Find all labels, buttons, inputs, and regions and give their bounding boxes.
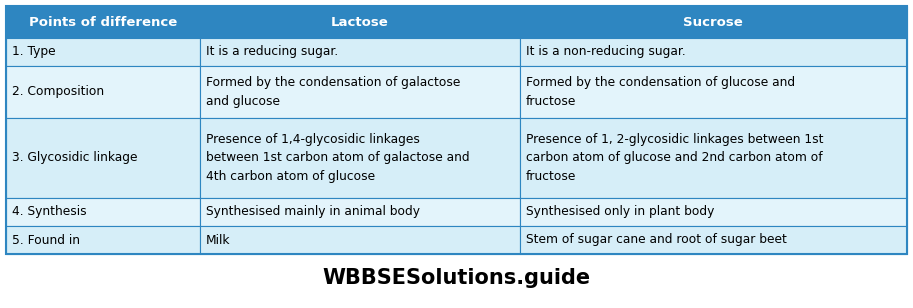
Bar (519, 38, 907, 66)
Text: Milk: Milk (205, 233, 230, 246)
Text: Formed by the condensation of galactose
and glucose: Formed by the condensation of galactose … (205, 76, 460, 108)
Bar (6, 118, 200, 198)
Text: Sucrose: Sucrose (684, 15, 743, 29)
Text: Stem of sugar cane and root of sugar beet: Stem of sugar cane and root of sugar bee… (526, 233, 786, 246)
Text: Formed by the condensation of glucose and
fructose: Formed by the condensation of glucose an… (526, 76, 794, 108)
Bar (519, 118, 907, 198)
Text: Presence of 1, 2-glycosidic linkages between 1st
carbon atom of glucose and 2nd : Presence of 1, 2-glycosidic linkages bet… (526, 133, 824, 183)
Text: It is a non-reducing sugar.: It is a non-reducing sugar. (526, 46, 686, 59)
Bar (6, 66, 200, 118)
Text: 5. Found in: 5. Found in (12, 233, 80, 246)
Bar (519, 66, 907, 118)
Bar (6, 6, 907, 254)
Text: Points of difference: Points of difference (28, 15, 177, 29)
Text: Synthesised mainly in animal body: Synthesised mainly in animal body (205, 205, 420, 218)
Bar (519, 226, 907, 254)
Bar (200, 198, 519, 226)
Text: Synthesised only in plant body: Synthesised only in plant body (526, 205, 714, 218)
Bar (519, 6, 907, 38)
Text: 1. Type: 1. Type (12, 46, 56, 59)
Bar (6, 38, 200, 66)
Bar (200, 226, 519, 254)
Bar (200, 6, 519, 38)
Bar (519, 198, 907, 226)
Bar (200, 66, 519, 118)
Bar (6, 226, 200, 254)
Bar (200, 118, 519, 198)
Bar (6, 198, 200, 226)
Bar (200, 38, 519, 66)
Text: It is a reducing sugar.: It is a reducing sugar. (205, 46, 338, 59)
Text: Presence of 1,4-glycosidic linkages
between 1st carbon atom of galactose and
4th: Presence of 1,4-glycosidic linkages betw… (205, 133, 469, 183)
Bar (6, 6, 200, 38)
Text: WBBSESolutions.guide: WBBSESolutions.guide (322, 268, 591, 288)
Text: 4. Synthesis: 4. Synthesis (12, 205, 87, 218)
Text: 3. Glycosidic linkage: 3. Glycosidic linkage (12, 152, 138, 164)
Text: Lactose: Lactose (331, 15, 389, 29)
Text: 2. Composition: 2. Composition (12, 86, 104, 99)
